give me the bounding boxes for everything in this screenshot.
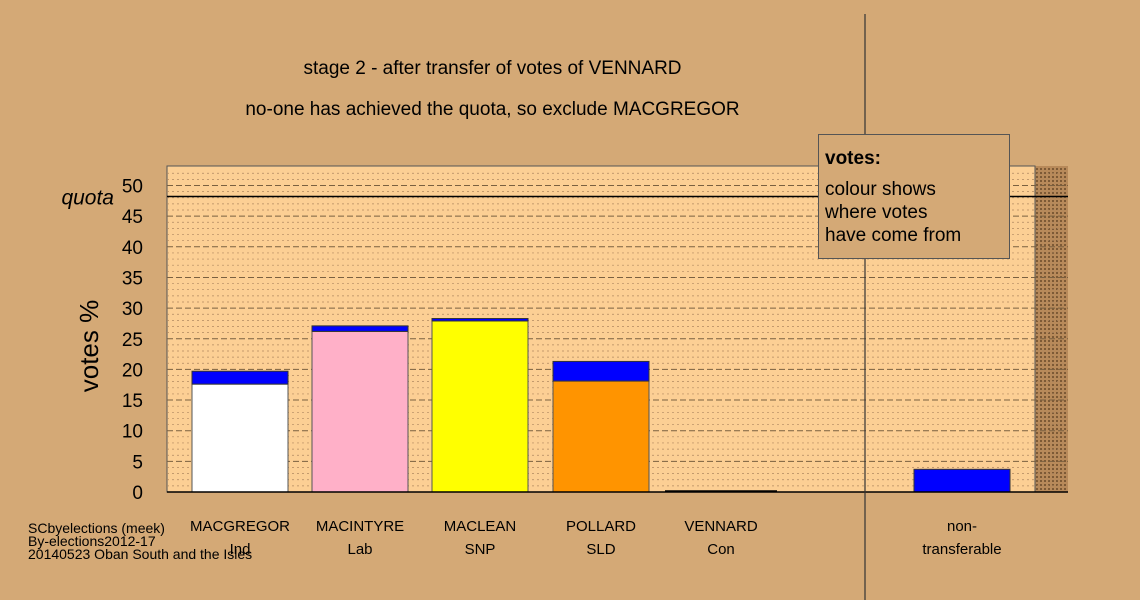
legend-line: colour shows xyxy=(825,179,936,200)
bar-non-transferable xyxy=(913,468,1011,493)
x-tick-party-label: SNP xyxy=(465,541,496,558)
bar-transfer-pollard xyxy=(552,360,650,382)
x-tick-label: transferable xyxy=(922,541,1001,558)
y-tick-label: 40 xyxy=(122,238,143,259)
bar-base-maclean xyxy=(431,320,529,493)
legend-box: votes: colour shows where votes have com… xyxy=(818,134,1010,259)
x-tick-label: MACLEAN xyxy=(444,518,517,535)
bar-transfer-macintyre xyxy=(311,325,409,332)
y-axis-label: votes % xyxy=(74,300,104,393)
credit-line: 20140523 Oban South and the Isles xyxy=(28,546,253,562)
chart-subtitle: no-one has achieved the quota, so exclud… xyxy=(245,99,740,120)
credit-line: SCbyelections (meek) xyxy=(28,520,165,536)
y-tick-label: 5 xyxy=(132,452,143,473)
credit-line: By-elections2012-17 xyxy=(28,533,156,549)
y-tick-label: 15 xyxy=(122,391,143,412)
y-tick-label: 50 xyxy=(122,177,143,198)
y-tick-label: 30 xyxy=(122,299,143,320)
x-tick-label: VENNARD xyxy=(684,518,758,535)
legend-title: votes: xyxy=(825,148,881,169)
x-tick-party-label: Ind xyxy=(230,541,251,558)
y-tick-label: 10 xyxy=(122,422,143,443)
x-tick-party-label: Lab xyxy=(347,541,372,558)
chart-title: stage 2 - after transfer of votes of VEN… xyxy=(303,58,682,79)
legend-line: have come from xyxy=(825,225,962,246)
legend-line: where votes xyxy=(825,202,928,223)
bar-transfer-maclean xyxy=(431,318,529,322)
y-tick-label: 20 xyxy=(122,360,143,381)
bar-base-pollard xyxy=(552,380,650,493)
quota-label: quota xyxy=(61,187,114,210)
x-tick-label: non- xyxy=(947,518,977,535)
plot-extension-area xyxy=(1035,166,1068,492)
bar-base-macgregor xyxy=(191,383,289,493)
bar-transfer-macgregor xyxy=(191,370,289,385)
y-tick-label: 25 xyxy=(122,330,143,351)
x-tick-label: POLLARD xyxy=(566,518,636,535)
y-tick-label: 0 xyxy=(132,483,143,504)
x-tick-label: MACINTYRE xyxy=(316,518,404,535)
y-tick-label: 45 xyxy=(122,207,143,228)
x-tick-label: MACGREGOR xyxy=(190,518,290,535)
bar-base-macintyre xyxy=(311,330,409,493)
x-tick-party-label: SLD xyxy=(586,541,615,558)
x-tick-party-label: Con xyxy=(707,541,735,558)
y-tick-label: 35 xyxy=(122,268,143,289)
